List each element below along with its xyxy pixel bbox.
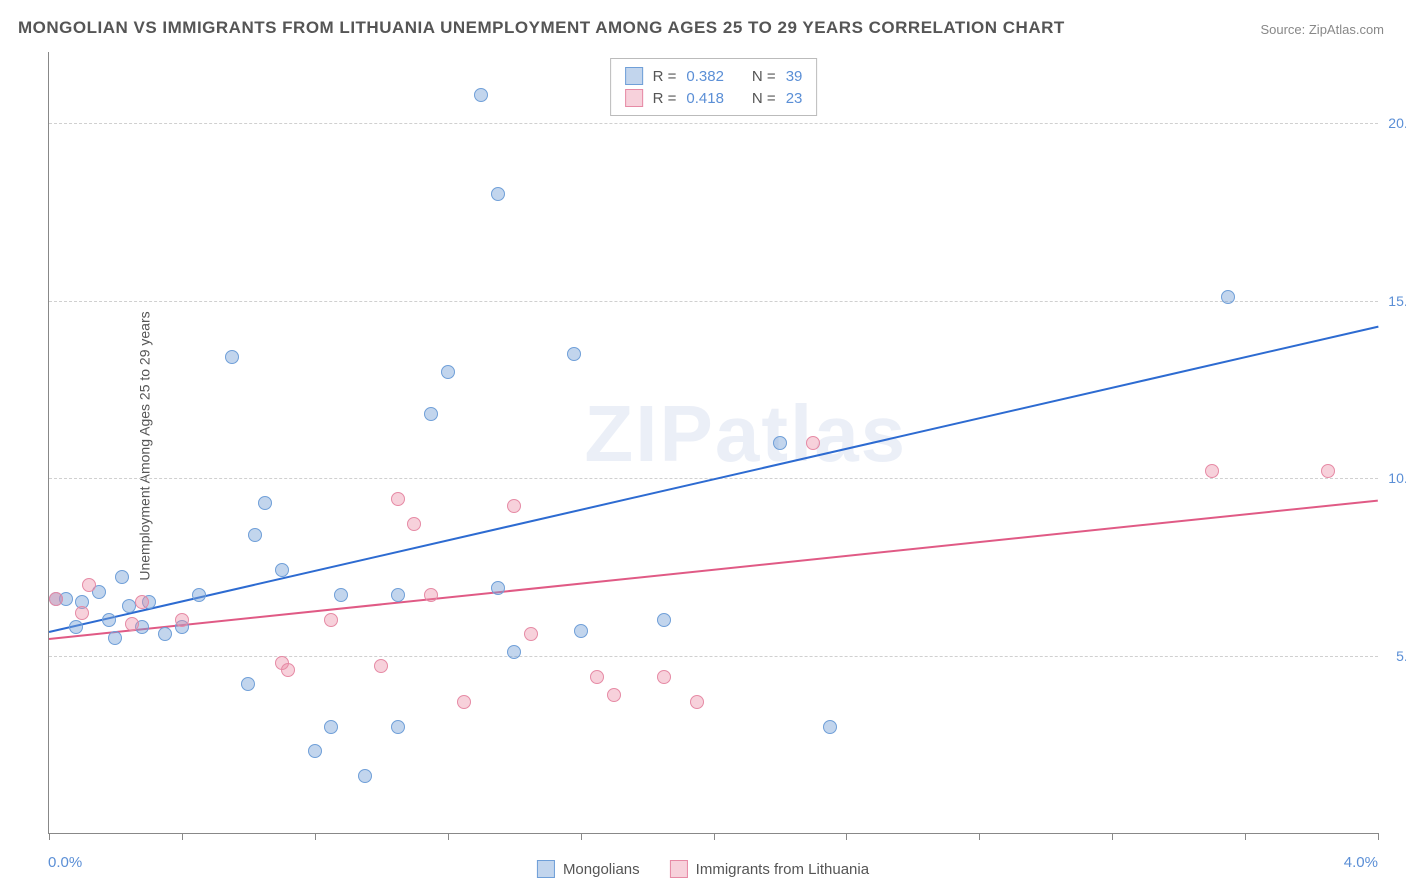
legend-item-lithuania: Immigrants from Lithuania <box>670 860 869 878</box>
chart-plot-area: ZIPatlas R = 0.382 N = 39 R = 0.418 N = … <box>48 52 1378 834</box>
data-point <box>391 492 405 506</box>
data-point <box>248 528 262 542</box>
data-point <box>374 659 388 673</box>
data-point <box>258 496 272 510</box>
data-point <box>125 617 139 631</box>
data-point <box>424 407 438 421</box>
data-point <box>102 613 116 627</box>
y-tick-label: 10.0% <box>1388 470 1406 486</box>
gridline <box>49 656 1378 657</box>
legend-n-value: 23 <box>786 90 803 107</box>
data-point <box>657 670 671 684</box>
data-point <box>773 436 787 450</box>
x-tick <box>315 833 316 840</box>
legend-r-label: R = <box>653 90 677 107</box>
x-tick <box>1245 833 1246 840</box>
data-point <box>324 720 338 734</box>
data-point <box>441 365 455 379</box>
data-point <box>69 620 83 634</box>
chart-title: MONGOLIAN VS IMMIGRANTS FROM LITHUANIA U… <box>18 18 1065 38</box>
data-point <box>324 613 338 627</box>
data-point <box>75 606 89 620</box>
data-point <box>192 588 206 602</box>
trend-line <box>49 499 1378 639</box>
legend-label: Mongolians <box>563 861 640 878</box>
legend-r-value: 0.382 <box>686 68 724 85</box>
data-point <box>806 436 820 450</box>
data-point <box>334 588 348 602</box>
data-point <box>358 769 372 783</box>
data-point <box>122 599 136 613</box>
data-point <box>135 595 149 609</box>
legend-n-label: N = <box>752 68 776 85</box>
x-tick <box>49 833 50 840</box>
x-tick <box>182 833 183 840</box>
data-point <box>308 744 322 758</box>
y-tick-label: 20.0% <box>1388 115 1406 131</box>
x-tick <box>448 833 449 840</box>
legend-label: Immigrants from Lithuania <box>696 861 869 878</box>
data-point <box>507 499 521 513</box>
data-point <box>1221 290 1235 304</box>
x-tick <box>714 833 715 840</box>
data-point <box>567 347 581 361</box>
x-axis-min: 0.0% <box>48 854 82 871</box>
data-point <box>823 720 837 734</box>
swatch-pink-icon <box>670 860 688 878</box>
bottom-legend: Mongolians Immigrants from Lithuania <box>537 860 869 878</box>
y-tick-label: 5.0% <box>1396 648 1406 664</box>
swatch-pink-icon <box>625 89 643 107</box>
source-text: Source: ZipAtlas.com <box>1260 22 1384 37</box>
data-point <box>49 592 63 606</box>
swatch-blue-icon <box>625 67 643 85</box>
legend-r-value: 0.418 <box>686 90 724 107</box>
data-point <box>1321 464 1335 478</box>
data-point <box>391 720 405 734</box>
data-point <box>225 350 239 364</box>
top-legend: R = 0.382 N = 39 R = 0.418 N = 23 <box>610 58 818 116</box>
data-point <box>457 695 471 709</box>
legend-row-pink: R = 0.418 N = 23 <box>625 87 803 109</box>
x-tick <box>581 833 582 840</box>
gridline <box>49 301 1378 302</box>
data-point <box>391 588 405 602</box>
data-point <box>491 187 505 201</box>
x-tick <box>846 833 847 840</box>
data-point <box>607 688 621 702</box>
legend-row-blue: R = 0.382 N = 39 <box>625 65 803 87</box>
data-point <box>115 570 129 584</box>
legend-n-label: N = <box>752 90 776 107</box>
data-point <box>524 627 538 641</box>
data-point <box>424 588 438 602</box>
data-point <box>108 631 122 645</box>
legend-r-label: R = <box>653 68 677 85</box>
data-point <box>657 613 671 627</box>
x-tick <box>1378 833 1379 840</box>
x-axis-max: 4.0% <box>1344 854 1378 871</box>
data-point <box>474 88 488 102</box>
x-tick <box>979 833 980 840</box>
data-point <box>241 677 255 691</box>
legend-n-value: 39 <box>786 68 803 85</box>
watermark: ZIPatlas <box>584 387 907 479</box>
data-point <box>690 695 704 709</box>
x-tick <box>1112 833 1113 840</box>
swatch-blue-icon <box>537 860 555 878</box>
data-point <box>82 578 96 592</box>
data-point <box>281 663 295 677</box>
data-point <box>507 645 521 659</box>
data-point <box>275 563 289 577</box>
data-point <box>407 517 421 531</box>
data-point <box>590 670 604 684</box>
gridline <box>49 123 1378 124</box>
data-point <box>175 613 189 627</box>
y-tick-label: 15.0% <box>1388 293 1406 309</box>
data-point <box>491 581 505 595</box>
data-point <box>574 624 588 638</box>
data-point <box>1205 464 1219 478</box>
data-point <box>158 627 172 641</box>
legend-item-mongolians: Mongolians <box>537 860 640 878</box>
